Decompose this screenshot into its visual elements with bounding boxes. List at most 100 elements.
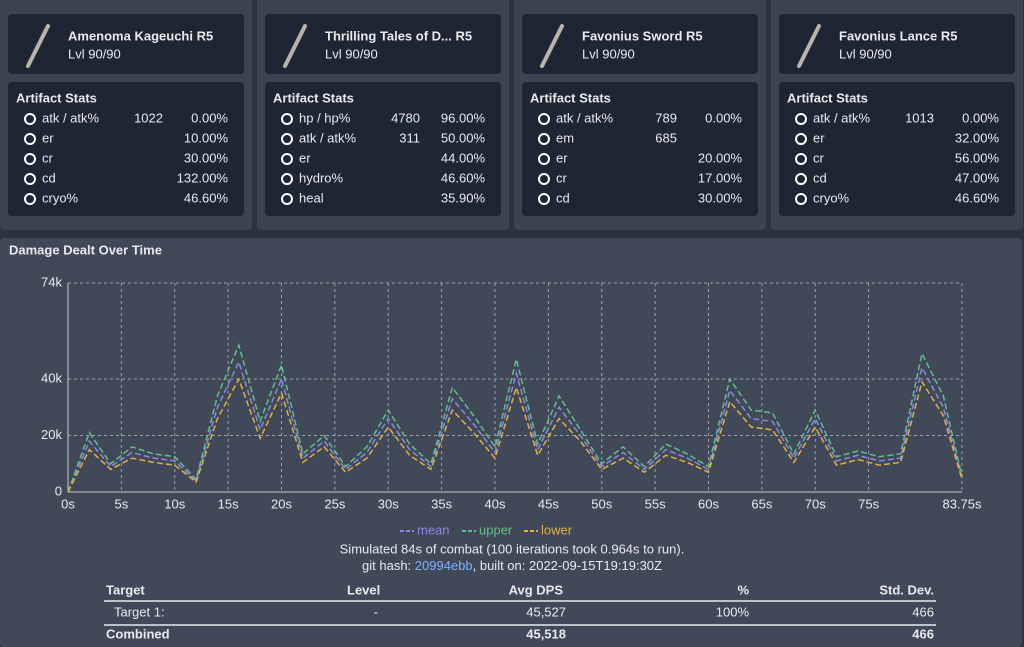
weapon-name: Thrilling Tales of D... R5 bbox=[325, 28, 472, 43]
summary-text: git hash: bbox=[362, 558, 415, 573]
stat-percent: 32.00% bbox=[955, 130, 1000, 145]
stat-flat: 4780 bbox=[391, 110, 420, 125]
summary-git: git hash: 20994ebb, built on: 2022-09-15… bbox=[362, 558, 662, 573]
stat-flat: 311 bbox=[399, 130, 420, 145]
weapon-card bbox=[522, 14, 758, 74]
artifact-card bbox=[779, 82, 1015, 216]
table-header: Level bbox=[347, 582, 380, 597]
git-hash-link[interactable]: 20994ebb bbox=[415, 558, 473, 573]
stat-flat: 789 bbox=[655, 110, 677, 125]
legend-label[interactable]: mean bbox=[417, 522, 450, 537]
weapon-level: Lvl 90/90 bbox=[68, 46, 121, 61]
stat-percent: 96.00% bbox=[441, 110, 486, 125]
x-tick-label: 45s bbox=[538, 496, 559, 511]
stat-icon bbox=[795, 193, 807, 205]
stat-percent: 46.60% bbox=[955, 190, 1000, 205]
stat-icon bbox=[538, 173, 550, 185]
table-cell: Combined bbox=[106, 626, 170, 641]
stat-percent: 0.00% bbox=[962, 110, 999, 125]
table-header: Std. Dev. bbox=[879, 582, 934, 597]
x-tick-label: 25s bbox=[324, 496, 345, 511]
stat-percent: 35.90% bbox=[441, 190, 486, 205]
y-tick-label: 0 bbox=[55, 483, 62, 498]
stat-name: cryo% bbox=[813, 190, 850, 205]
x-tick-label: 15s bbox=[218, 496, 239, 511]
table-header: Avg DPS bbox=[509, 582, 564, 597]
stat-name: cr bbox=[556, 170, 568, 185]
artifact-title: Artifact Stats bbox=[530, 90, 611, 105]
table-header: Target bbox=[106, 582, 145, 597]
artifact-title: Artifact Stats bbox=[273, 90, 354, 105]
x-tick-label: 35s bbox=[431, 496, 452, 511]
x-tick-label: 5s bbox=[115, 496, 129, 511]
stat-icon bbox=[538, 113, 550, 125]
y-tick-label: 20k bbox=[41, 427, 62, 442]
stat-percent: 20.00% bbox=[698, 150, 743, 165]
stat-name: atk / atk% bbox=[813, 110, 871, 125]
artifact-card bbox=[522, 82, 758, 216]
stat-icon bbox=[24, 153, 36, 165]
x-tick-label: 83.75s bbox=[942, 496, 982, 511]
x-tick-label: 70s bbox=[805, 496, 826, 511]
table-cell: - bbox=[374, 604, 378, 619]
stat-percent: 30.00% bbox=[698, 190, 743, 205]
stat-percent: 0.00% bbox=[705, 110, 742, 125]
weapon-name: Favonius Lance R5 bbox=[839, 28, 957, 43]
stat-name: cr bbox=[813, 150, 825, 165]
stat-percent: 30.00% bbox=[184, 150, 229, 165]
stat-name: heal bbox=[299, 190, 324, 205]
stat-name: cd bbox=[813, 170, 827, 185]
weapon-icon bbox=[797, 24, 821, 68]
legend-label[interactable]: lower bbox=[541, 522, 573, 537]
data-line bbox=[67, 342, 963, 493]
stat-percent: 50.00% bbox=[441, 130, 486, 145]
x-tick-label: 60s bbox=[698, 496, 719, 511]
stat-name: cd bbox=[556, 190, 570, 205]
x-tick-label: 30s bbox=[378, 496, 399, 511]
table-cell: 466 bbox=[912, 604, 934, 619]
table-cell: 466 bbox=[912, 626, 934, 641]
table-cell: 45,527 bbox=[526, 604, 566, 619]
stat-percent: 46.60% bbox=[441, 170, 486, 185]
stat-name: er bbox=[813, 130, 825, 145]
stat-name: atk / atk% bbox=[299, 130, 357, 145]
weapon-level: Lvl 90/90 bbox=[582, 46, 635, 61]
stat-percent: 0.00% bbox=[191, 110, 228, 125]
x-tick-label: 40s bbox=[485, 496, 506, 511]
stat-name: cryo% bbox=[42, 190, 79, 205]
summary-line: Simulated 84s of combat (100 iterations … bbox=[340, 541, 685, 556]
artifact-title: Artifact Stats bbox=[787, 90, 868, 105]
x-tick-label: 75s bbox=[858, 496, 879, 511]
weapon-card bbox=[779, 14, 1015, 74]
artifact-card bbox=[8, 82, 244, 216]
stat-flat: 1013 bbox=[905, 110, 934, 125]
weapon-level: Lvl 90/90 bbox=[839, 46, 892, 61]
legend-label[interactable]: upper bbox=[479, 522, 513, 537]
stat-icon bbox=[281, 173, 293, 185]
stat-name: er bbox=[299, 150, 311, 165]
x-tick-label: 55s bbox=[645, 496, 666, 511]
weapon-name: Favonius Sword R5 bbox=[582, 28, 703, 43]
stat-percent: 132.00% bbox=[177, 170, 229, 185]
stat-name: atk / atk% bbox=[556, 110, 614, 125]
stat-percent: 47.00% bbox=[955, 170, 1000, 185]
chart-title: Damage Dealt Over Time bbox=[9, 242, 162, 257]
stat-icon bbox=[281, 153, 293, 165]
summary-text: , built on: 2022-09-15T19:19:30Z bbox=[473, 558, 662, 573]
weapon-icon bbox=[26, 24, 50, 68]
stat-name: cd bbox=[42, 170, 56, 185]
stat-percent: 44.00% bbox=[441, 150, 486, 165]
data-line bbox=[67, 377, 963, 493]
weapon-card bbox=[8, 14, 244, 74]
stat-name: hydro% bbox=[299, 170, 344, 185]
stat-icon bbox=[281, 113, 293, 125]
weapon-name: Amenoma Kageuchi R5 bbox=[68, 28, 213, 43]
x-tick-label: 0s bbox=[61, 496, 75, 511]
stat-name: er bbox=[42, 130, 54, 145]
stat-icon bbox=[24, 193, 36, 205]
stat-icon bbox=[281, 133, 293, 145]
weapon-level: Lvl 90/90 bbox=[325, 46, 378, 61]
x-tick-label: 20s bbox=[271, 496, 292, 511]
stat-percent: 10.00% bbox=[184, 130, 229, 145]
